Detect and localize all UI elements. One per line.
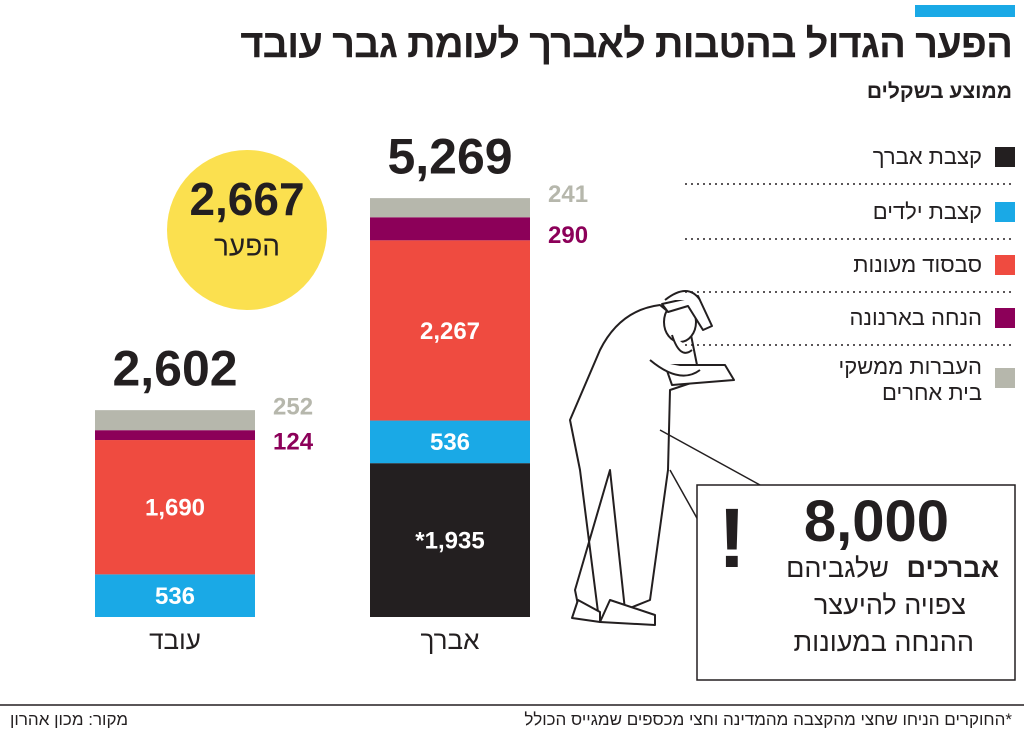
annotation-text: ההנחה במעונות: [793, 627, 974, 657]
legend-label: קצבת אברך: [872, 144, 982, 169]
annotation-bold: אברכים: [906, 553, 999, 583]
total-label: 2,602: [112, 340, 237, 396]
legend-label: העברות ממשקי בית אחרים: [838, 354, 982, 405]
value-label: 536: [155, 583, 195, 610]
legend-label: הנחה בארנונה: [849, 305, 982, 330]
category-label: עובד: [149, 625, 201, 655]
legend-label: קצבת ילדים: [872, 199, 982, 224]
pointer-lines: [659, 429, 761, 521]
bar-segment: [370, 217, 530, 241]
total-label: 5,269: [387, 128, 512, 184]
bar-segment: [370, 463, 530, 617]
source: מקור: מכון אהרון: [10, 710, 129, 729]
value-label: *1,935: [415, 527, 484, 554]
bar-segment: [370, 420, 530, 464]
footnote: *החוקרים הניחו שחצי מהקצבה מהמדינה וחצי …: [524, 710, 1012, 729]
annotation-number: 8,000: [803, 489, 949, 554]
value-label: 1,690: [145, 495, 205, 522]
legend-swatch: [995, 308, 1015, 328]
accent-bar: [915, 5, 1015, 17]
value-label: 2,267: [420, 318, 480, 345]
gap-value: 2,667: [189, 173, 304, 225]
bar-segment: [95, 410, 255, 431]
legend-swatch: [995, 368, 1015, 388]
gap-circle: [167, 150, 327, 310]
chart-title: הפער הגדול בהטבות לאברך לעומת גבר עובד: [240, 22, 1013, 66]
annotation-mark: !: [718, 491, 746, 585]
annotation-text: שלגביהם: [786, 553, 889, 583]
bar-segment: [95, 574, 255, 617]
legend-swatch: [995, 202, 1015, 222]
category-label: אברך: [421, 625, 480, 655]
legend-swatch: [995, 255, 1015, 275]
chart-subtitle: ממוצע בשקלים: [866, 80, 1012, 103]
value-label: 241: [548, 181, 588, 208]
gap-text: הפער: [214, 230, 280, 261]
legend-swatch: [995, 147, 1015, 167]
bar-segment: [370, 198, 530, 218]
value-label: 290: [548, 222, 588, 249]
man-illustration: [569, 290, 735, 626]
legend-label: סבסוד מעונות: [853, 252, 982, 277]
value-label: 124: [273, 428, 314, 455]
bar-segment: [95, 430, 255, 441]
annotation-text: צפויה להיעצר: [813, 590, 966, 620]
bar-segment: [95, 440, 255, 575]
value-label: 252: [273, 394, 313, 421]
bar-segment: [370, 240, 530, 421]
annotation-box: [696, 484, 1016, 681]
value-label: 536: [430, 429, 470, 456]
